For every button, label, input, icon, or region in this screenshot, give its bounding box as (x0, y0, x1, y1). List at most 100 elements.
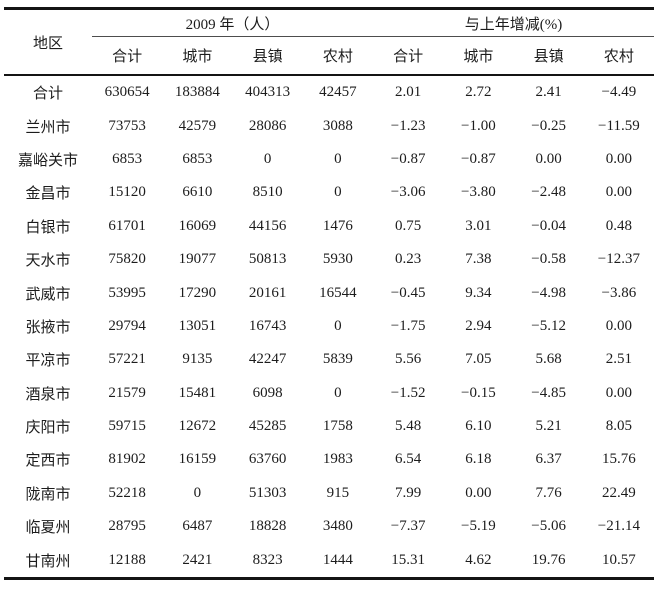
value-cell: −0.15 (461, 384, 496, 401)
table-row: 平凉市 57221 9135 42247 5839 5.56 7.05 5.68 2.51 (4, 343, 654, 376)
region-cell: 张掖市 (25, 319, 71, 336)
value-cell: −4.98 (531, 284, 566, 301)
value-cell: 12672 (178, 418, 217, 435)
group-header-change-vs-prev-year: 与上年增减(%) (373, 8, 654, 37)
value-cell: 1983 (322, 451, 353, 468)
value-cell: 7.76 (535, 484, 562, 501)
value-cell: 6.10 (465, 418, 492, 435)
value-cell: 9.34 (465, 284, 492, 301)
region-cell: 合计 (32, 86, 63, 103)
value-cell: 0.00 (605, 150, 632, 167)
value-cell: 0 (334, 384, 342, 401)
value-cell: 61701 (108, 217, 146, 234)
value-cell: 42579 (178, 117, 217, 134)
value-cell: 2.94 (465, 317, 492, 334)
value-cell: 3088 (322, 117, 353, 134)
value-cell: −5.06 (531, 518, 566, 535)
region-cell: 天水市 (25, 253, 71, 270)
table-row: 嘉峪关市 6853 6853 0 0 −0.87 −0.87 0.00 0.00 (4, 143, 654, 176)
value-cell: 6610 (182, 184, 213, 201)
value-cell: 0.00 (605, 384, 632, 401)
value-cell: 630654 (104, 84, 150, 101)
value-cell: 6853 (182, 150, 213, 167)
value-cell: 4.62 (465, 551, 492, 568)
value-cell: −1.52 (390, 384, 426, 401)
value-cell: 57221 (108, 351, 146, 368)
value-cell: −0.87 (461, 150, 496, 167)
region-cell: 嘉峪关市 (17, 152, 78, 169)
region-cell: 武威市 (25, 286, 71, 303)
value-cell: 12188 (108, 551, 146, 568)
value-cell: 21579 (108, 384, 146, 401)
table-row: 陇南市 52218 0 51303 915 7.99 0.00 7.76 22.49 (4, 477, 654, 510)
value-cell: 1444 (322, 551, 353, 568)
value-cell: 15.76 (602, 451, 636, 468)
value-cell: 8323 (252, 551, 283, 568)
value-cell: 5.48 (395, 418, 422, 435)
value-cell: 7.38 (465, 251, 492, 268)
value-cell: 16743 (248, 317, 287, 334)
value-cell: −0.25 (531, 117, 566, 134)
table-row: 天水市 75820 19077 50813 5930 0.23 7.38 −0.58 −12.3… (4, 243, 654, 276)
table-row: 武威市 53995 17290 20161 16544 −0.45 9.34 −4.98 −3.… (4, 276, 654, 309)
value-cell: −7.37 (390, 518, 426, 535)
value-cell: 2.41 (535, 84, 562, 101)
region-cell: 平凉市 (25, 353, 71, 370)
value-cell: 0.23 (395, 251, 422, 268)
table-row: 白银市 61701 16069 44156 1476 0.75 3.01 −0.04 0.48 (4, 210, 654, 243)
region-cell: 金昌市 (25, 186, 71, 203)
value-cell: −4.49 (601, 84, 637, 101)
region-cell: 白银市 (25, 219, 71, 236)
value-cell: −0.04 (531, 217, 566, 234)
value-cell: 0.00 (605, 317, 632, 334)
value-cell: 16069 (178, 217, 217, 234)
value-cell: 5839 (322, 351, 353, 368)
sub-header-row: 合计 城市 县镇 农村 合计 城市 县镇 农村 (4, 36, 654, 76)
value-cell: 3480 (322, 518, 353, 535)
value-cell: 75820 (108, 251, 146, 268)
value-cell: 8510 (252, 184, 283, 201)
value-cell: 16159 (178, 451, 217, 468)
table-row: 金昌市 15120 6610 8510 0 −3.06 −3.80 −2.48 0.00 (4, 176, 654, 209)
value-cell: 0.00 (465, 484, 492, 501)
value-cell: 2.01 (395, 84, 422, 101)
value-cell: 42247 (248, 351, 287, 368)
sub-header-city-1: 城市 (162, 36, 233, 76)
table-row: 合计 630654 183884 404313 42457 2.01 2.72 2.41 −4.… (4, 75, 654, 109)
value-cell: 28795 (108, 518, 146, 535)
value-cell: 45285 (248, 418, 287, 435)
value-cell: −4.85 (531, 384, 566, 401)
value-cell: −5.12 (531, 317, 566, 334)
value-cell: 0 (263, 150, 272, 167)
value-cell: 183884 (174, 84, 220, 101)
value-cell: 42457 (319, 84, 357, 101)
table-row: 定西市 81902 16159 63760 1983 6.54 6.18 6.37 15.76 (4, 443, 654, 476)
value-cell: 0 (334, 150, 342, 167)
value-cell: 0.00 (535, 150, 562, 167)
value-cell: −12.37 (597, 251, 640, 268)
table-row: 临夏州 28795 6487 18828 3480 −7.37 −5.19 −5.06 −21.… (4, 510, 654, 543)
value-cell: 6853 (112, 150, 143, 167)
value-cell: 5930 (322, 251, 353, 268)
value-cell: 6098 (252, 384, 283, 401)
value-cell: 63760 (248, 451, 287, 468)
value-cell: 5.56 (395, 351, 422, 368)
value-cell: 29794 (108, 317, 146, 334)
value-cell: 17290 (178, 284, 217, 301)
value-cell: 16544 (319, 284, 357, 301)
value-cell: 5.21 (535, 418, 562, 435)
region-cell: 兰州市 (25, 119, 71, 136)
statistics-table: 地区 2009 年（人） 与上年增减(%) 合计 城市 县镇 农村 合计 城市 … (4, 7, 654, 580)
value-cell: 3.01 (465, 217, 492, 234)
region-cell: 甘南州 (25, 553, 71, 570)
value-cell: −1.00 (461, 117, 496, 134)
value-cell: 2421 (182, 551, 213, 568)
value-cell: 0 (193, 484, 202, 501)
value-cell: 19077 (178, 251, 217, 268)
value-cell: 59715 (108, 418, 146, 435)
value-cell: 52218 (108, 484, 146, 501)
value-cell: 8.05 (605, 418, 632, 435)
table-body: 合计 630654 183884 404313 42457 2.01 2.72 2.41 −4.… (4, 75, 654, 578)
value-cell: 22.49 (602, 484, 636, 501)
value-cell: 2.72 (465, 84, 492, 101)
